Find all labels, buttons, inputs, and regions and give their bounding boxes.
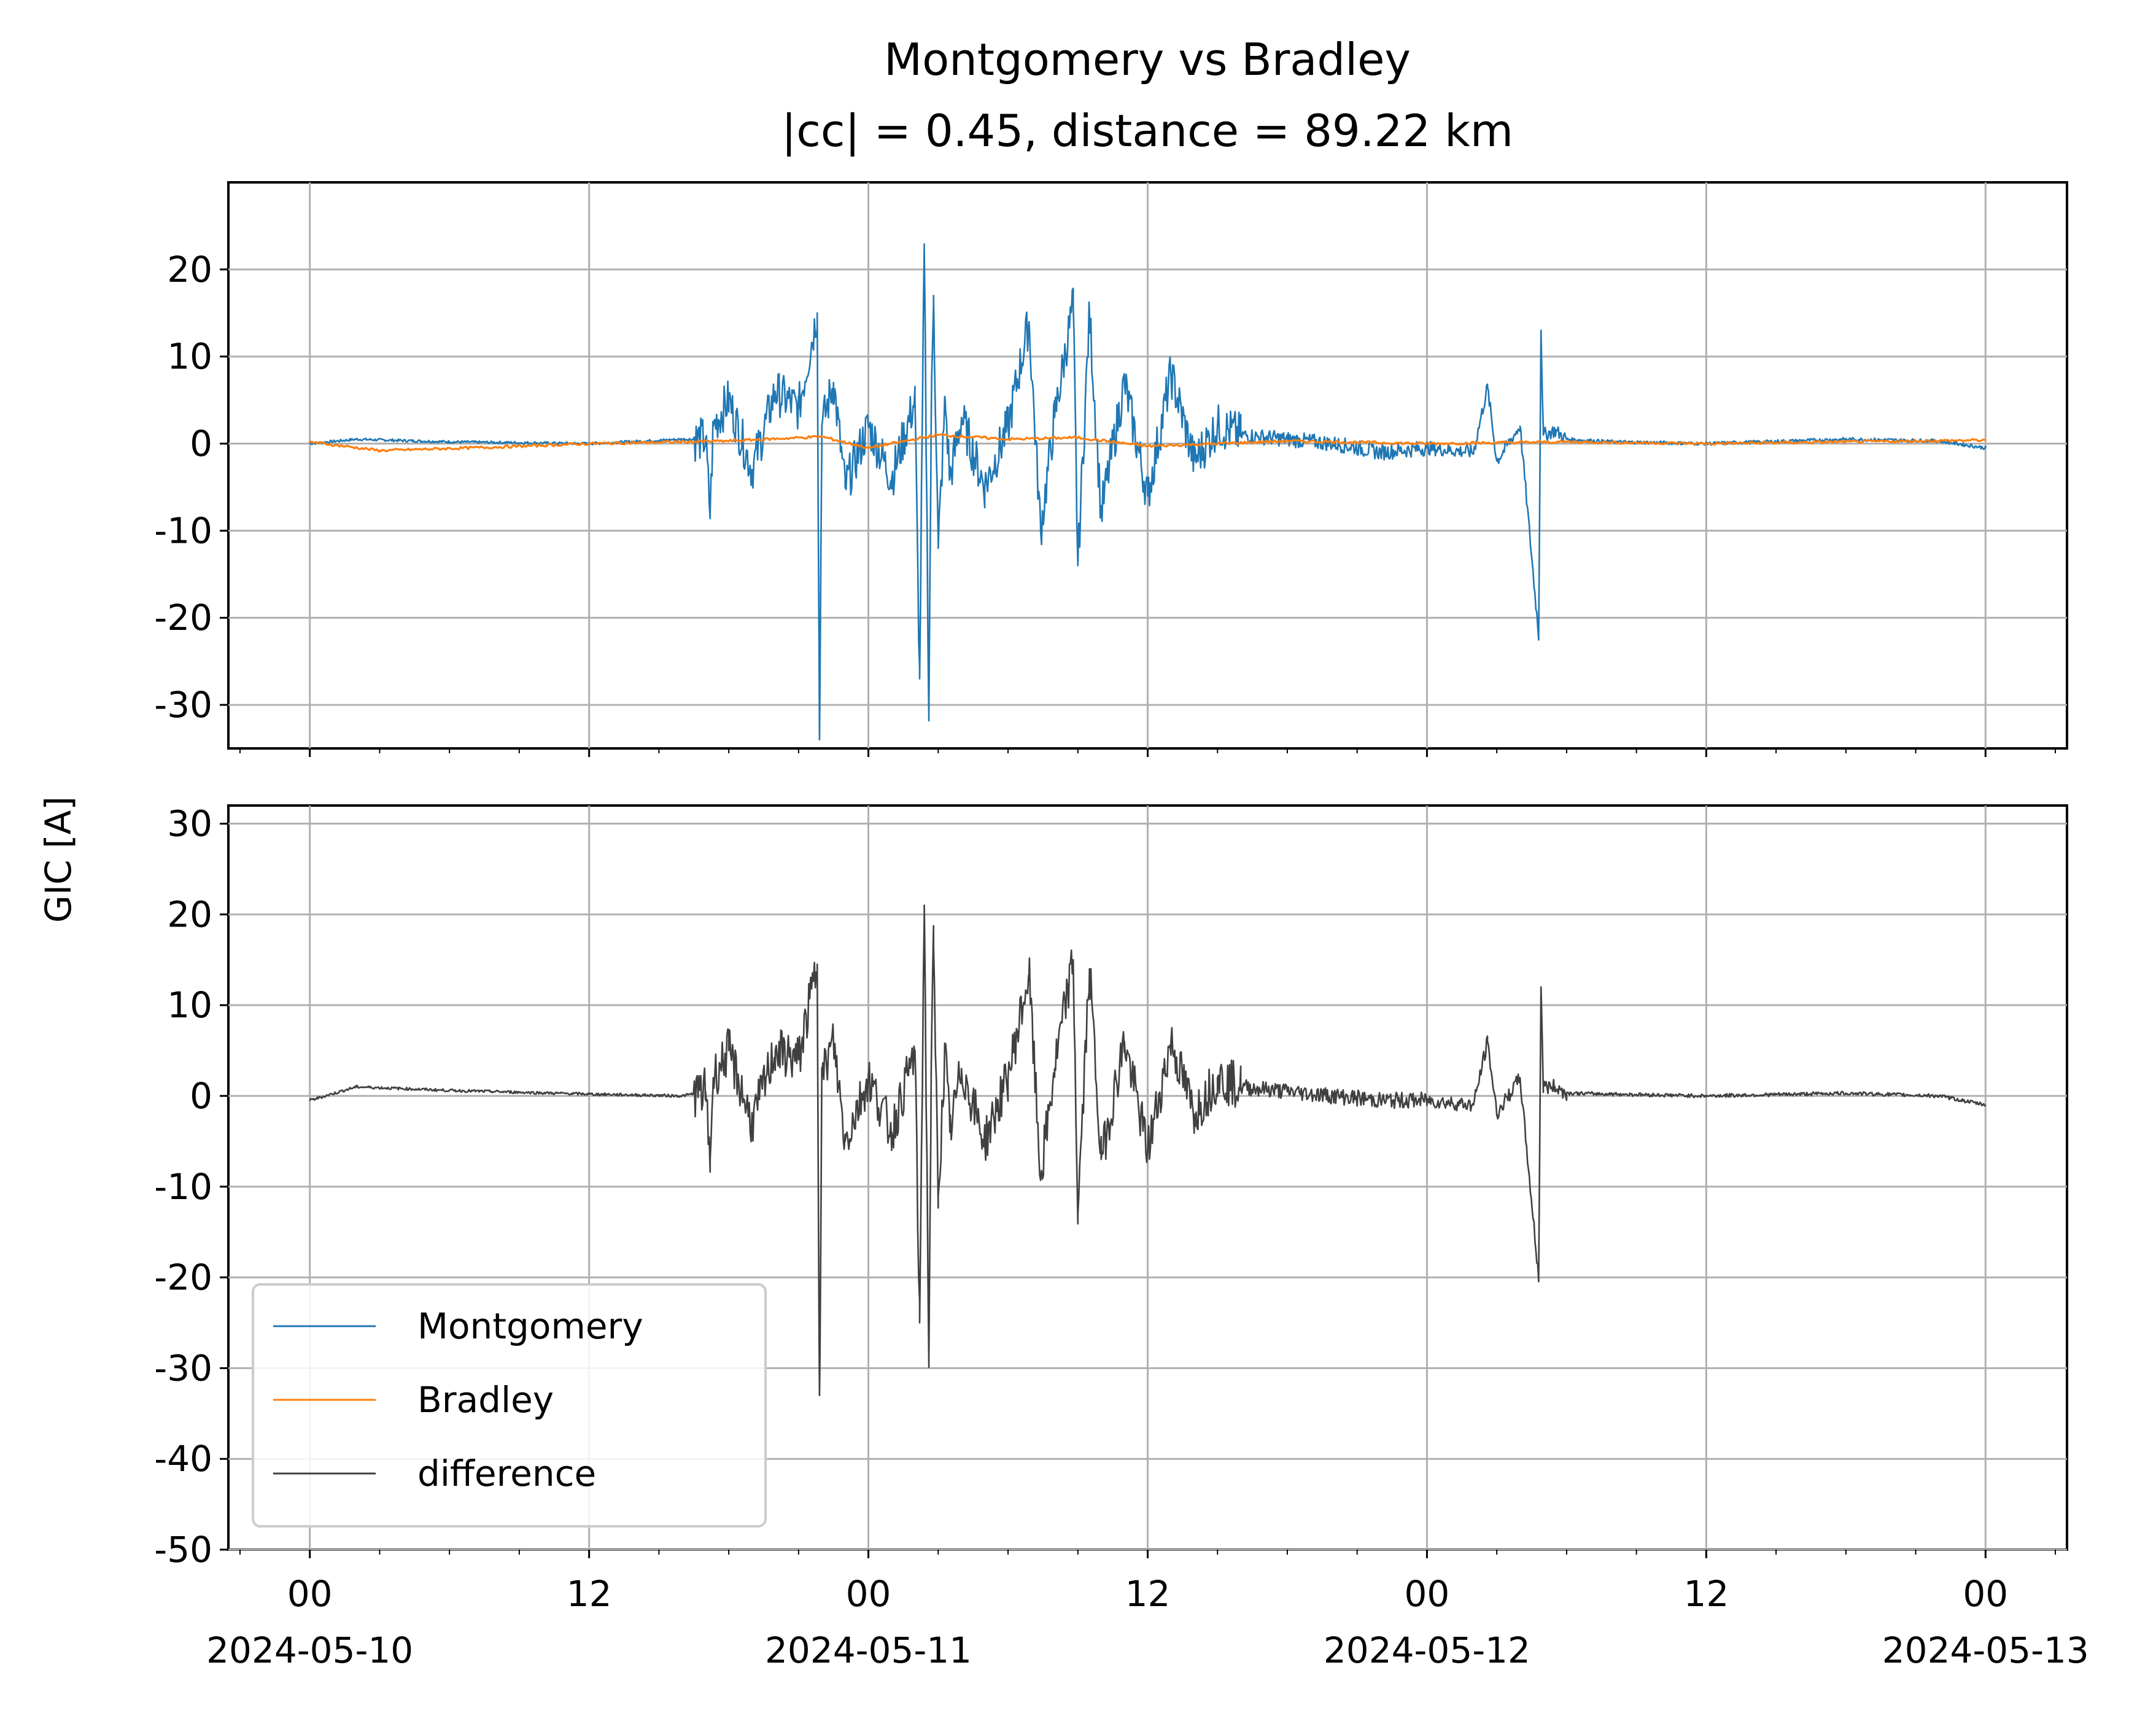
x-tick-label-hour: 00: [1405, 1573, 1450, 1615]
y-tick-label: -10: [154, 1166, 212, 1208]
series-difference: [309, 904, 1987, 1396]
legend: Montgomery Bradley difference: [252, 1283, 767, 1528]
grid-layer: [228, 182, 2067, 1551]
y-tick-label: 0: [190, 423, 212, 465]
x-tick-label-date: 2024-05-11: [765, 1629, 972, 1671]
x-tick-label-date: 2024-05-13: [1882, 1629, 2089, 1671]
x-tick-label-date: 2024-05-12: [1324, 1629, 1530, 1671]
legend-label-montgomery: Montgomery: [417, 1305, 643, 1347]
y-tick-label: 10: [167, 336, 212, 378]
legend-frame: [252, 1283, 767, 1528]
x-tick-label-hour: 00: [846, 1573, 891, 1615]
y-tick-label: 20: [167, 249, 212, 290]
y-tick-label: -20: [154, 1257, 212, 1299]
series-layer: [309, 243, 1987, 1396]
x-tick-label-hour: 00: [1963, 1573, 2008, 1615]
y-tick-label: 20: [167, 893, 212, 935]
legend-label-difference: difference: [417, 1453, 596, 1494]
x-tick-label-date: 2024-05-10: [206, 1629, 413, 1671]
x-tick-label-hour: 12: [567, 1573, 612, 1615]
y-tick-label: -30: [154, 1347, 212, 1389]
y-tick-label: -10: [154, 510, 212, 551]
x-tick-label-hour: 12: [1125, 1573, 1171, 1615]
legend-label-bradley: Bradley: [417, 1379, 554, 1421]
y-tick-label: 30: [167, 803, 212, 845]
chart-title: Montgomery vs Bradley: [884, 34, 1411, 85]
chart-subtitle: |cc| = 0.45, distance = 89.22 km: [781, 105, 1513, 157]
y-tick-label: -30: [154, 684, 212, 726]
y-axis-label: GIC [A]: [37, 796, 79, 923]
y-tick-label: -50: [154, 1529, 212, 1571]
y-tick-label: -40: [154, 1438, 212, 1480]
y-tick-label: 10: [167, 984, 212, 1026]
series-bradley: [309, 433, 1986, 453]
y-tick-label: -20: [154, 597, 212, 639]
axis-layer: 20 10 0 -10 -20 -30 30 20 10 0 -10 -20 -30 -40 -50 00 20…: [154, 249, 2089, 1671]
x-tick-label-hour: 00: [287, 1573, 333, 1615]
y-tick-label: 0: [190, 1075, 212, 1117]
x-tick-label-hour: 12: [1683, 1573, 1729, 1615]
